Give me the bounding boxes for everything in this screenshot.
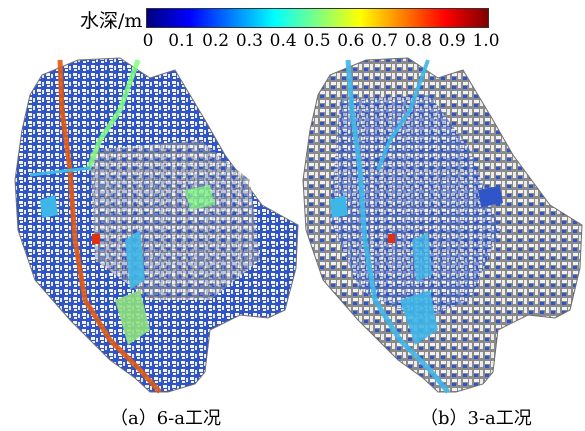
map-panel-a [14,57,299,394]
colorbar-tick-label: 0.3 [235,31,263,51]
colorbar-tick-label: 0.5 [303,31,331,51]
depth-colorbar [146,8,489,28]
colorbar-tick-label: 0.2 [202,31,230,51]
caption-panel-a: （a）6-a工况 [110,408,221,429]
map-panel-b [302,57,583,394]
legend-title: 水深/m [80,10,143,32]
colorbar-tick-label: 0.9 [438,31,466,51]
colorbar-tick-label: 0.1 [168,31,196,51]
colorbar-tick-label: 1.0 [472,31,500,51]
colorbar-tick-label: 0.7 [371,31,399,51]
colorbar-tick-label: 0.8 [404,31,432,51]
colorbar-tick-label: 0.6 [337,31,365,51]
colorbar-tick-label: 0.4 [269,31,297,51]
caption-panel-b: （b）3-a工况 [420,408,532,429]
colorbar-tick-label: 0 [142,31,154,51]
